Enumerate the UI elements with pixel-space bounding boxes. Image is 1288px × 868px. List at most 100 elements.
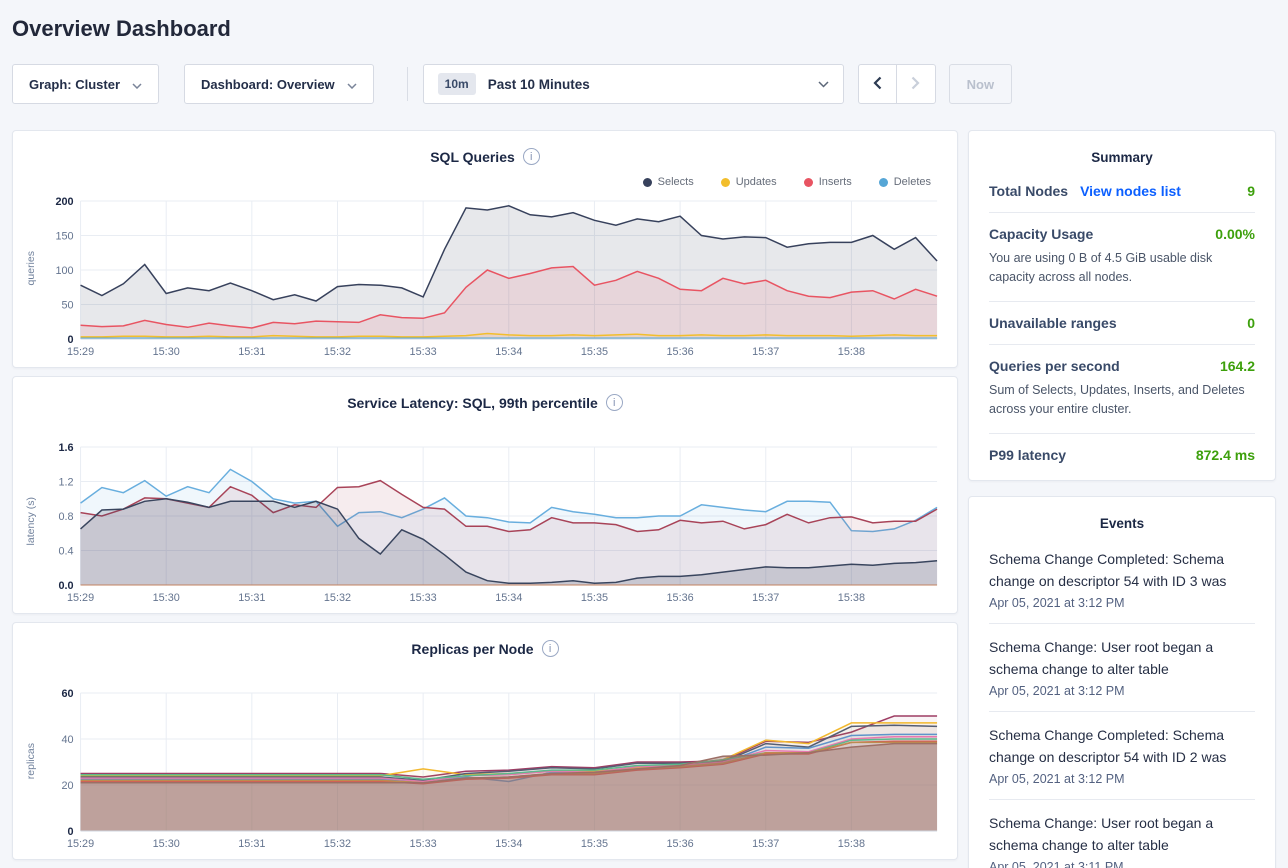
deletes-dot-icon: [878, 177, 888, 187]
svg-text:15:29: 15:29: [67, 838, 94, 850]
time-range-selector[interactable]: 10m Past 10 Minutes: [422, 64, 844, 104]
inserts-dot-icon: [803, 177, 813, 187]
main-content: SQL Queries Selects Updates Inserts Dele…: [12, 130, 1276, 868]
time-range-badge: 10m: [437, 73, 476, 95]
chart-title: Replicas per Node: [411, 640, 534, 657]
queries-per-second-description: Sum of Selects, Updates, Inserts, and De…: [989, 382, 1245, 417]
now-button[interactable]: Now: [948, 64, 1013, 104]
summary-title: Summary: [1091, 150, 1153, 165]
svg-text:15:32: 15:32: [324, 838, 351, 850]
view-nodes-list-link[interactable]: View nodes list: [1080, 183, 1181, 199]
svg-text:15:36: 15:36: [667, 838, 694, 850]
event-text: Schema Change Completed: Schema change o…: [989, 550, 1227, 589]
chart-legend: Selects Updates Inserts Deletes: [642, 176, 931, 188]
event-timestamp: Apr 05, 2021 at 3:12 PM: [989, 595, 1125, 610]
queries-per-second-value: 164.2: [1219, 357, 1255, 374]
sql-queries-chart[interactable]: 0 50 100 150 200 15:29 15:30 15:31 15:32 15:33 15:…: [39, 193, 943, 363]
svg-text:15:36: 15:36: [667, 346, 694, 358]
svg-text:15:38: 15:38: [838, 346, 865, 358]
replicas-per-node-card: Replicas per Node replicas 0 20 40 60 15:29 1…: [12, 622, 958, 860]
p99-latency-label: P99 latency: [989, 446, 1067, 463]
capacity-usage-value: 0.00%: [1215, 226, 1255, 242]
summary-row-p99-latency: P99 latency 872.4 ms: [989, 434, 1255, 476]
summary-row-capacity-usage: Capacity Usage 0.00% You are using 0 B o…: [989, 213, 1255, 302]
queries-per-second-label: Queries per second: [989, 357, 1120, 374]
chevron-down-icon: [347, 77, 357, 92]
charts-column: SQL Queries Selects Updates Inserts Dele…: [12, 130, 958, 860]
event-list-item[interactable]: Schema Change: User root began a schema …: [989, 624, 1255, 712]
svg-text:15:29: 15:29: [67, 592, 94, 604]
svg-text:0.4: 0.4: [59, 545, 74, 557]
chart-header: SQL Queries: [27, 131, 943, 165]
svg-text:0: 0: [68, 334, 74, 346]
info-icon[interactable]: [541, 640, 559, 657]
legend-item-inserts: Inserts: [803, 176, 852, 188]
svg-text:20: 20: [62, 780, 74, 792]
service-latency-card: Service Latency: SQL, 99th percentile la…: [12, 376, 958, 614]
event-timestamp: Apr 05, 2021 at 3:11 PM: [989, 860, 1124, 868]
svg-text:1.6: 1.6: [59, 442, 74, 454]
event-text: Schema Change: User root began a schema …: [989, 815, 1214, 854]
sidebar-column: Summary Total Nodes View nodes list 9 Ca…: [968, 130, 1276, 868]
legend-item-selects: Selects: [642, 176, 694, 188]
events-panel: Events Schema Change Completed: Schema c…: [968, 495, 1276, 868]
svg-text:15:33: 15:33: [410, 346, 437, 358]
svg-text:15:31: 15:31: [238, 838, 265, 850]
svg-text:15:38: 15:38: [838, 592, 865, 604]
dashboard-dropdown-label: Dashboard: Overview: [201, 76, 335, 92]
svg-text:15:36: 15:36: [667, 592, 694, 604]
svg-text:1.2: 1.2: [59, 476, 74, 488]
service-latency-chart[interactable]: 0.0 0.4 0.8 1.2 1.6 15:29 15:30 15:31 15:32 15:33…: [39, 439, 943, 609]
y-axis-label: latency (s): [25, 496, 37, 546]
chart-body: replicas 0 20 40 60 15:29 15:30 15:31 15:32 15:3…: [25, 685, 943, 855]
replicas-per-node-chart[interactable]: 0 20 40 60 15:29 15:30 15:31 15:32 15:33 15:34 15:…: [39, 685, 943, 855]
p99-latency-value: 872.4 ms: [1195, 446, 1255, 463]
info-icon[interactable]: [605, 394, 623, 411]
y-axis-label: queries: [25, 250, 37, 286]
unavailable-ranges-value: 0: [1247, 314, 1255, 331]
capacity-usage-label: Capacity Usage: [989, 226, 1094, 242]
svg-text:15:32: 15:32: [324, 346, 351, 358]
svg-text:15:33: 15:33: [410, 838, 437, 850]
svg-text:0.0: 0.0: [59, 580, 74, 592]
next-time-button[interactable]: [897, 65, 935, 103]
time-range-label: Past 10 Minutes: [487, 76, 590, 92]
svg-text:15:38: 15:38: [838, 838, 865, 850]
selects-dot-icon: [642, 177, 652, 187]
svg-text:15:29: 15:29: [67, 346, 94, 358]
total-nodes-value: 9: [1247, 183, 1255, 199]
chart-body: latency (s) 0.0 0.4 0.8 1.2 1.6 15:29 15:30 15:…: [25, 439, 943, 609]
svg-text:0.8: 0.8: [59, 511, 74, 523]
event-text: Schema Change: User root began a schema …: [989, 638, 1214, 677]
time-step-buttons: [857, 64, 936, 104]
summary-row-total-nodes: Total Nodes View nodes list 9: [989, 170, 1255, 213]
chart-title: Service Latency: SQL, 99th percentile: [347, 394, 598, 411]
svg-text:50: 50: [62, 299, 74, 311]
toolbar: Graph: Cluster Dashboard: Overview 10m P…: [12, 64, 1276, 104]
svg-text:15:35: 15:35: [581, 838, 608, 850]
chevron-left-icon: [873, 76, 882, 93]
events-title: Events: [1099, 515, 1145, 531]
info-icon[interactable]: [522, 148, 540, 165]
event-timestamp: Apr 05, 2021 at 3:12 PM: [989, 772, 1125, 787]
svg-text:15:31: 15:31: [238, 346, 265, 358]
svg-text:100: 100: [55, 265, 73, 277]
svg-text:15:33: 15:33: [410, 592, 437, 604]
svg-text:15:34: 15:34: [495, 346, 522, 358]
unavailable-ranges-label: Unavailable ranges: [989, 314, 1117, 331]
sql-queries-card: SQL Queries Selects Updates Inserts Dele…: [12, 130, 958, 368]
svg-text:15:30: 15:30: [153, 346, 180, 358]
graph-dropdown[interactable]: Graph: Cluster: [12, 64, 160, 104]
event-list-item[interactable]: Schema Change: User root began a schema …: [989, 800, 1255, 868]
event-list-item[interactable]: Schema Change Completed: Schema change o…: [989, 536, 1255, 624]
chart-title: SQL Queries: [430, 148, 515, 165]
svg-text:15:32: 15:32: [324, 592, 351, 604]
svg-text:15:37: 15:37: [752, 346, 779, 358]
event-list-item[interactable]: Schema Change Completed: Schema change o…: [989, 712, 1255, 801]
previous-time-button[interactable]: [859, 65, 897, 103]
chart-header: Service Latency: SQL, 99th percentile: [27, 377, 943, 411]
dashboard-dropdown[interactable]: Dashboard: Overview: [184, 64, 374, 104]
chevron-down-icon: [818, 75, 829, 93]
svg-text:60: 60: [62, 688, 74, 700]
